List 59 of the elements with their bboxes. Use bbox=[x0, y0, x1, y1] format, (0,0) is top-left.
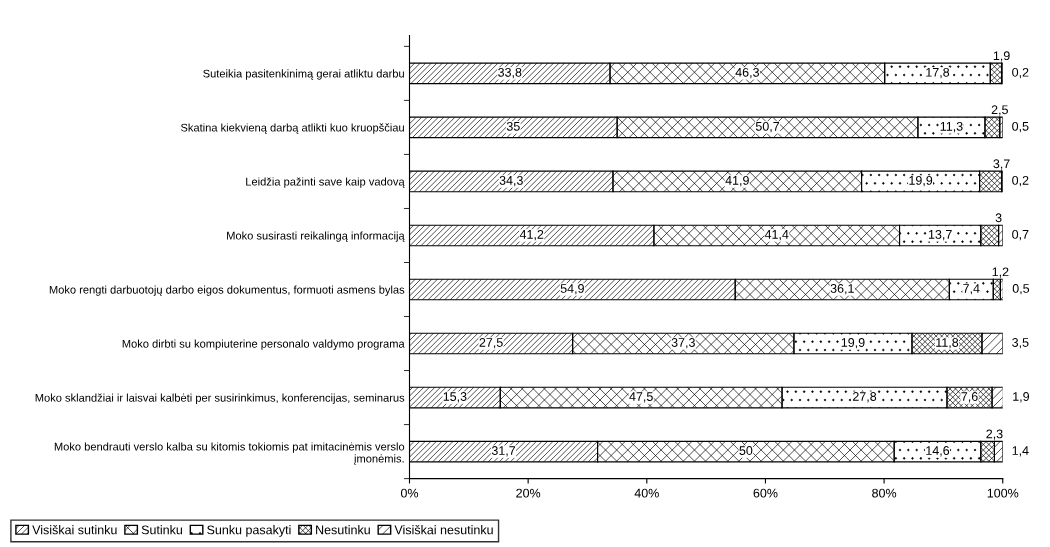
data-label: 1,9 bbox=[1013, 392, 1030, 403]
data-label: 27,5 bbox=[479, 338, 503, 349]
data-label: 33,8 bbox=[498, 67, 522, 79]
data-label: 54,9 bbox=[560, 284, 584, 295]
data-label: 1,9 bbox=[993, 51, 1010, 62]
y-tick-label: Moko bendrauti verslo kalba su kitomis tokiomis pat imitacinėmis verslo įmonėmis. bbox=[54, 442, 405, 465]
legend-label: Visiškai sutinku bbox=[32, 525, 117, 535]
x-tick-label: 100% bbox=[987, 488, 1019, 498]
data-label: 2,5 bbox=[991, 105, 1008, 116]
data-label: 1,2 bbox=[992, 267, 1009, 278]
y-tick-label: Moko rengti darbuotojų darbo eigos dokumentus, formuoti asmens bylas bbox=[49, 285, 405, 296]
data-label: 15,3 bbox=[443, 392, 467, 403]
data-label: 41,2 bbox=[519, 229, 544, 241]
y-tick-label: Moko sklandžiai ir laisvai kalbėti per susirinkimus, konferencijas, seminarus bbox=[35, 393, 405, 404]
data-label: 36,1 bbox=[830, 284, 854, 295]
data-label: 19,9 bbox=[909, 175, 933, 187]
data-label: 34,3 bbox=[499, 175, 523, 187]
data-label: 50 bbox=[739, 446, 753, 455]
data-label: 41,4 bbox=[764, 230, 789, 241]
data-label: 7,6 bbox=[961, 392, 978, 403]
data-label: 27,8 bbox=[852, 392, 877, 403]
legend-label: Visiškai nesutinku bbox=[394, 525, 493, 535]
x-tick-label: 20% bbox=[516, 488, 541, 498]
data-label: 19,9 bbox=[841, 338, 865, 349]
data-label: 0,7 bbox=[1012, 229, 1029, 241]
y-tick-label: Skatina kiekvieną darbą atlikti kuo kruopščiau bbox=[180, 123, 404, 134]
data-label: 37,3 bbox=[671, 338, 695, 349]
x-tick-label: 60% bbox=[753, 488, 778, 498]
data-label: 1,4 bbox=[1012, 446, 1029, 457]
y-tick-label: Moko dirbti su kompiuterine personalo valdymo programa bbox=[122, 339, 405, 350]
data-label: 31,7 bbox=[491, 446, 516, 457]
data-label: 3,5 bbox=[1012, 338, 1029, 349]
data-label: 13,7 bbox=[928, 229, 952, 241]
data-label: 3 bbox=[995, 213, 1002, 223]
x-tick-label: 40% bbox=[634, 488, 659, 498]
data-label: 2,3 bbox=[986, 429, 1003, 440]
x-tick-label: 0% bbox=[400, 488, 419, 498]
legend-label: Nesutinku bbox=[316, 525, 370, 535]
data-label: 35 bbox=[506, 121, 520, 131]
legend-label: Sunku pasakyti bbox=[207, 525, 291, 537]
data-label: 41,9 bbox=[725, 175, 749, 187]
data-label: 0,2 bbox=[1012, 175, 1029, 187]
data-label: 0,5 bbox=[1012, 121, 1029, 133]
data-label: 0,2 bbox=[1012, 67, 1029, 79]
data-label: 3,7 bbox=[993, 159, 1010, 170]
x-tick-label: 80% bbox=[872, 488, 897, 498]
y-tick-label: Leidžia pažinti save kaip vadovą bbox=[246, 177, 405, 188]
legend-label: Sutinku bbox=[141, 525, 182, 535]
y-tick-label: Moko susirasti reikalingą informaciją bbox=[227, 231, 405, 242]
y-tick-label: Suteikia pasitenkinimą gerai atliktu darbu bbox=[203, 69, 404, 80]
data-label: 11,8 bbox=[936, 338, 959, 349]
data-label: 14,6 bbox=[926, 446, 950, 457]
data-label: 50,7 bbox=[755, 121, 780, 133]
data-label: 17,8 bbox=[926, 67, 950, 79]
data-label: 7,4 bbox=[963, 284, 980, 295]
data-label: 46,3 bbox=[735, 67, 759, 79]
data-label: 0,5 bbox=[1012, 284, 1030, 295]
data-label: 47,5 bbox=[629, 392, 653, 403]
data-label: 11,3 bbox=[940, 121, 963, 133]
